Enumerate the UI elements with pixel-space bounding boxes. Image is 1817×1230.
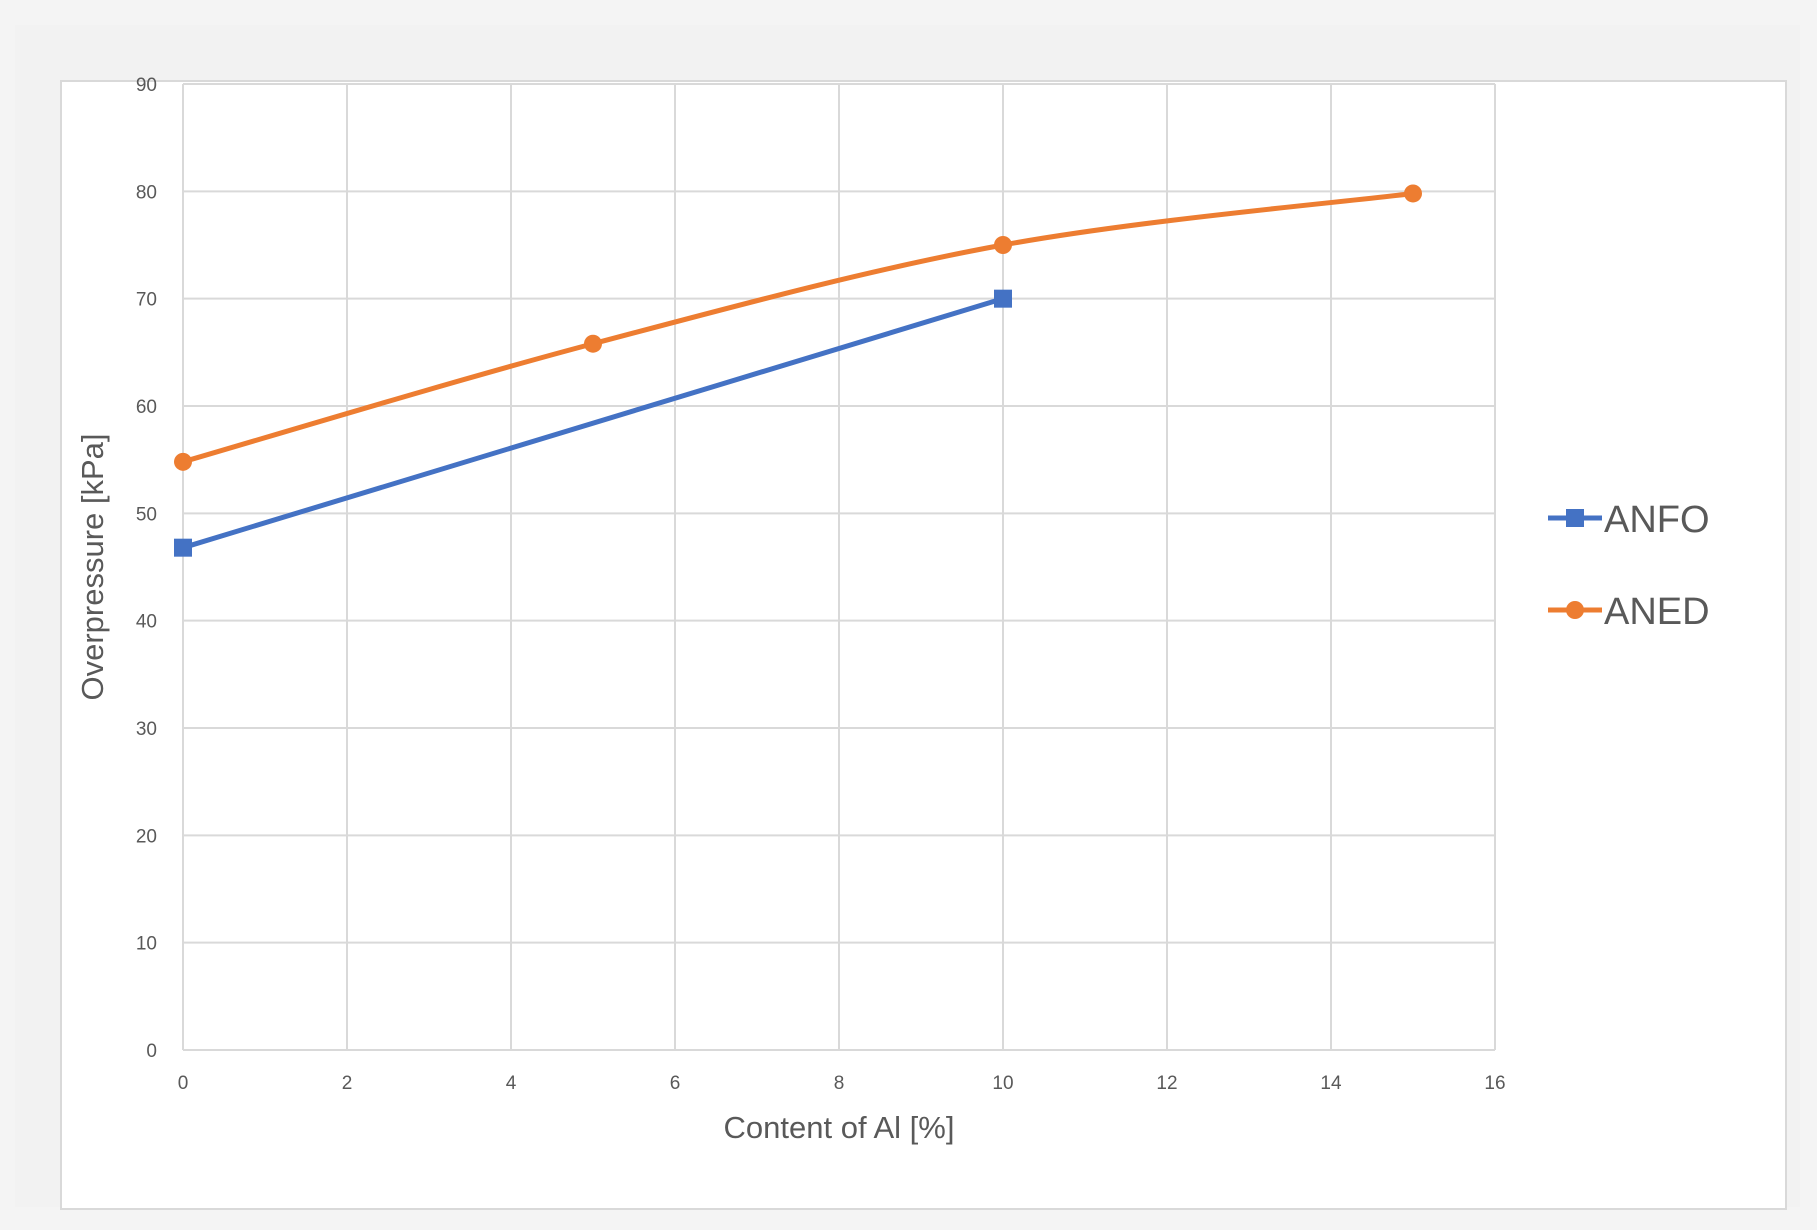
legend-item-anfo: ANFO	[1548, 499, 1710, 541]
y-tick-label: 90	[136, 75, 157, 96]
x-tick-label: 2	[342, 1073, 353, 1094]
data-point-anfo	[994, 289, 1012, 308]
legend-marker-aned	[1566, 601, 1584, 619]
y-tick-label: 20	[136, 826, 157, 847]
data-point-anfo	[174, 538, 192, 557]
x-tick-label: 8	[834, 1073, 845, 1094]
gridlines	[182, 83, 1496, 1051]
legend-label-aned: ANED	[1604, 591, 1710, 633]
legend-label-anfo: ANFO	[1604, 499, 1710, 541]
x-tick-label: 14	[1320, 1073, 1342, 1094]
series-line-aned	[180, 190, 1416, 465]
y-tick-label: 70	[136, 290, 157, 311]
data-point-aned	[174, 452, 192, 471]
y-tick-label: 50	[136, 504, 157, 525]
x-tick-label: 12	[1156, 1073, 1177, 1094]
x-tick-label: 0	[178, 1073, 189, 1094]
data-point-aned	[994, 236, 1012, 254]
x-axis-title: Content of Al [%]	[724, 1110, 955, 1145]
x-tick-label: 16	[1484, 1073, 1505, 1094]
data-point-aned	[1404, 184, 1422, 203]
y-tick-label: 10	[136, 934, 157, 955]
data-point-aned	[584, 334, 602, 353]
tick-labels: 0 10 20 30 40 50 60 70 80 90 0 2 4 6 8 10 12 14 16	[136, 75, 1506, 1094]
legend-item-aned: ANED	[1548, 591, 1710, 633]
series-line-anfo	[180, 296, 1006, 551]
y-tick-label: 80	[136, 182, 157, 203]
y-tick-label: 30	[136, 719, 157, 740]
y-tick-label: 0	[146, 1041, 157, 1062]
x-tick-label: 6	[670, 1073, 681, 1094]
y-axis-title: Overpressure [kPa]	[75, 433, 110, 700]
legend-marker-anfo	[1566, 509, 1584, 527]
y-tick-label: 40	[136, 612, 157, 633]
x-tick-label: 4	[506, 1073, 517, 1094]
y-tick-label: 60	[136, 397, 157, 418]
series-layer	[174, 184, 1422, 557]
x-tick-label: 10	[992, 1073, 1013, 1094]
legend: ANFO ANED	[1548, 499, 1710, 633]
